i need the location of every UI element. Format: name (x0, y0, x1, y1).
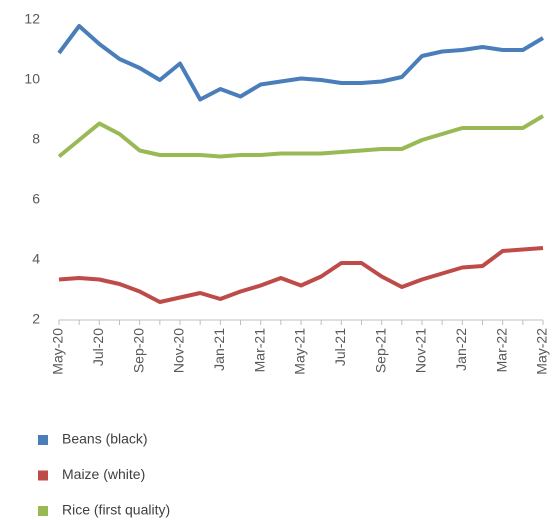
x-tick-label: Sep-20 (130, 328, 146, 373)
y-tick-label: 2 (32, 311, 40, 327)
series-line (57, 24, 545, 102)
series-line (57, 114, 545, 159)
x-tick-label: May-20 (50, 328, 66, 375)
x-tick-label: Mar-22 (493, 328, 509, 373)
legend-label: Rice (first quality) (62, 502, 170, 518)
x-tick-label: Sep-21 (372, 328, 388, 373)
legend-swatch (38, 470, 48, 481)
legend-swatch (38, 506, 48, 516)
y-tick-label: 10 (24, 71, 40, 87)
series-line (58, 246, 544, 304)
x-tick-label: Mar-21 (251, 328, 267, 373)
x-tick-label: Jan-21 (211, 328, 227, 371)
legend-label: Beans (black) (62, 431, 148, 447)
x-tick-label: Nov-20 (171, 328, 187, 373)
x-tick-label: May-22 (534, 328, 550, 375)
y-tick-label: 6 (32, 191, 40, 207)
x-tick-label: Nov-21 (413, 328, 429, 373)
y-tick-label: 12 (24, 11, 40, 27)
x-tick-label: Jan-22 (453, 328, 469, 371)
legend-swatch (38, 435, 48, 445)
legend-label: Maize (white) (62, 466, 145, 482)
legend: Beans (black) Maize (white) Rice (first qu… (38, 431, 170, 518)
y-tick-label: 8 (32, 131, 40, 147)
y-tick-label: 4 (32, 251, 40, 267)
x-tick-label: Jul-21 (332, 328, 348, 366)
x-tick-label: Jul-20 (90, 328, 106, 366)
x-tick-label: May-21 (292, 328, 308, 375)
